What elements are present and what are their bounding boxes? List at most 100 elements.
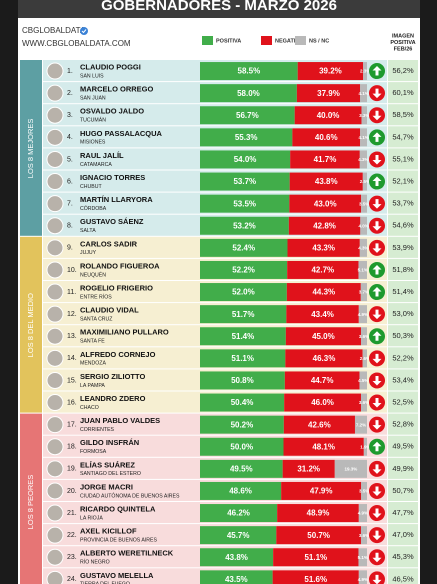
image-cell (388, 347, 418, 369)
province: CHACO (80, 405, 99, 411)
rank: 18. (67, 444, 77, 451)
image-cell (388, 60, 418, 82)
province: JUJUY (80, 250, 97, 256)
bar-segment (361, 481, 367, 500)
bar-label: 49.5% (230, 464, 253, 473)
photo (46, 460, 64, 478)
photo (46, 62, 64, 80)
trend-arrow (372, 264, 382, 275)
province: FORMOSA (80, 449, 107, 455)
bar-segment (200, 371, 285, 390)
image-positive-feb: 47,7% (392, 508, 414, 517)
group-label: LOS 8 DEL MEDIO (26, 293, 35, 357)
rank: 2. (67, 90, 73, 97)
province: SANTA CRUZ (80, 317, 112, 323)
bar-segment (361, 106, 367, 125)
bar-label: 2.3% (360, 69, 370, 74)
photo (46, 371, 64, 389)
trend-arrow (372, 110, 382, 121)
bar-label: 51.4% (232, 332, 255, 341)
bar-segment (289, 194, 362, 213)
photo (46, 349, 64, 367)
rank: 13. (67, 333, 77, 340)
trend-arrow (372, 66, 382, 76)
legend-swatch (261, 36, 272, 45)
trend-arrow (372, 176, 382, 187)
image-header: POSITIVA (390, 40, 415, 46)
province: SALTA (80, 228, 96, 234)
bar-segment (200, 305, 287, 324)
image-cell (388, 502, 418, 524)
image-cell (388, 524, 418, 546)
bar-label: 48.1% (312, 442, 335, 451)
bar-segment (200, 150, 291, 169)
verified-badge (80, 27, 88, 35)
bar-label: 3.5% (359, 489, 369, 494)
group-band (20, 236, 42, 413)
trend-arrow (372, 154, 382, 165)
photo (46, 217, 64, 235)
bar-label: 39.2% (319, 67, 342, 76)
bar-segment (359, 238, 367, 257)
governor-name: MARCELO ORREGO (80, 85, 154, 94)
bar-segment (273, 548, 359, 567)
image-header: FEB/26 (394, 46, 413, 52)
photo (46, 239, 64, 257)
bar-label: 43.4% (311, 310, 334, 319)
bar-segment (360, 84, 367, 103)
rank: 22. (67, 532, 77, 539)
rank: 9. (67, 245, 73, 252)
province: CATAMARCA (80, 162, 112, 168)
bar-segment (334, 459, 367, 478)
bar-segment (200, 260, 288, 279)
governor-name: IGNACIO TORRES (80, 173, 145, 182)
governor-name: ROGELIO FRIGERIO (80, 284, 153, 293)
bar-label: 53.7% (233, 177, 256, 186)
image-cell (388, 568, 418, 584)
bar-segment (360, 393, 367, 412)
trend-arrow (372, 574, 382, 584)
bar-segment (284, 371, 360, 390)
bar-label: 2.6% (360, 356, 370, 361)
governor-name: RICARDO QUINTELA (80, 505, 156, 514)
governor-name: SERGIO ZILIOTTO (80, 372, 145, 381)
image-cell (388, 192, 418, 214)
group-label: LOS 8 PEORES (26, 475, 35, 530)
bar-label: 4.9% (358, 511, 368, 516)
image-cell (388, 82, 418, 104)
bar-segment (294, 106, 362, 125)
bar-segment (200, 393, 285, 412)
image-cell (388, 104, 418, 126)
bar-segment (360, 128, 367, 147)
bar-segment (200, 238, 288, 257)
bar-label: 47.9% (310, 487, 333, 496)
governor-name: CARLOS SADIR (80, 239, 138, 248)
bar-segment (283, 437, 364, 456)
bar-segment (200, 459, 283, 478)
province: CORRIENTES (80, 427, 115, 433)
rank: 19. (67, 466, 77, 473)
governor-name: LEANDRO ZDERO (80, 394, 146, 403)
photo (46, 305, 64, 323)
bar-label: 46.0% (311, 398, 334, 407)
bar-label: 45.7% (227, 531, 250, 540)
bar-segment (290, 150, 360, 169)
bar-label: 3.7% (359, 290, 369, 295)
trend-arrow (372, 486, 382, 496)
governor-name: GILDO INSFRÁN (80, 438, 139, 447)
photo (46, 327, 64, 345)
bar-label: 4.9% (358, 577, 368, 582)
trend-arrow (372, 287, 382, 297)
trend-arrow (372, 464, 382, 474)
bar-segment (359, 371, 367, 390)
governor-name: JORGE MACRI (80, 482, 133, 491)
province: PROVINCIA DE BUENOS AIRES (80, 538, 158, 544)
bar-label: 3.5% (359, 201, 369, 206)
bar-label: 40.0% (317, 111, 340, 120)
trend-arrow (372, 221, 382, 231)
photo (46, 261, 64, 279)
legend-swatch (202, 36, 213, 45)
rank: 7. (67, 200, 73, 207)
image-header: IMAGEN (392, 33, 414, 39)
